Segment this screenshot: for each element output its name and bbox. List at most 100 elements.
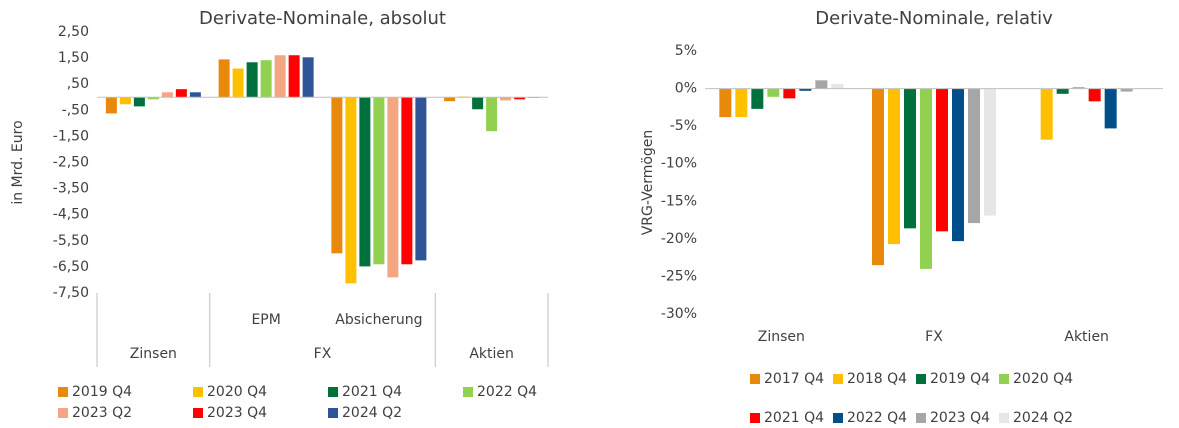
y-tick-label: -15% — [661, 193, 697, 209]
bar — [373, 97, 385, 265]
legend-swatch — [750, 374, 760, 384]
bar — [246, 62, 258, 98]
bar — [232, 68, 244, 98]
y-tick-label: -2,50 — [53, 155, 89, 171]
bar — [218, 59, 230, 98]
bar — [345, 97, 357, 284]
bar — [888, 88, 900, 245]
bar — [147, 97, 159, 100]
bar — [189, 92, 201, 98]
bar — [161, 92, 173, 98]
bar — [735, 88, 748, 118]
legend-label: 2023 Q4 — [930, 410, 990, 426]
y-axis-label: VRG-Vermögen — [640, 130, 656, 236]
bar — [401, 97, 413, 265]
y-tick-label: -5,50 — [53, 233, 89, 249]
bar — [387, 97, 399, 278]
bar — [968, 88, 980, 224]
bar — [1088, 88, 1101, 102]
legend-swatch — [999, 374, 1009, 384]
legend-swatch — [916, 374, 926, 384]
bar — [904, 88, 916, 229]
legend-swatch — [750, 413, 760, 423]
bar — [274, 55, 286, 98]
y-tick-label: 0% — [675, 81, 697, 97]
bar — [952, 88, 964, 242]
bar — [1040, 88, 1053, 140]
bar — [500, 97, 512, 101]
legend-swatch — [463, 387, 473, 397]
bar — [175, 89, 187, 98]
bar — [799, 88, 812, 91]
y-tick-label: 1,50 — [58, 50, 89, 66]
y-tick-label: 5% — [675, 43, 697, 59]
legend-label: 2019 Q4 — [72, 384, 132, 400]
bar — [415, 97, 427, 261]
legend-swatch — [328, 408, 338, 418]
x-tick-label: Zinsen — [758, 329, 805, 345]
bar — [302, 57, 314, 98]
legend-label: 2020 Q4 — [207, 384, 267, 400]
y-axis-label: in Mrd. Euro — [10, 120, 26, 204]
legend-swatch — [999, 413, 1009, 423]
legend-label: 2020 Q4 — [1013, 371, 1073, 387]
bar — [1120, 88, 1133, 92]
y-tick-label: -20% — [661, 231, 697, 247]
bar — [936, 88, 948, 232]
bar — [719, 88, 732, 118]
legend-swatch — [916, 413, 926, 423]
bar — [331, 97, 343, 254]
y-tick-label: -5% — [670, 118, 697, 134]
chart-title: Derivate-Nominale, relativ — [815, 8, 1053, 29]
x-tick-label: Aktien — [1064, 329, 1109, 345]
y-tick-label: -6,50 — [53, 259, 89, 275]
bar — [288, 55, 300, 98]
bar — [1104, 88, 1117, 129]
legend-label: 2023 Q4 — [207, 405, 267, 421]
legend-swatch — [58, 408, 68, 418]
legend-swatch — [193, 387, 203, 397]
legend-label: 2017 Q4 — [764, 371, 824, 387]
y-tick-label: -10% — [661, 156, 697, 172]
bar — [444, 97, 456, 102]
y-tick-label: -,50 — [62, 102, 89, 118]
bar — [486, 97, 498, 132]
y-tick-label: -4,50 — [53, 207, 89, 223]
legend-label: 2019 Q4 — [930, 371, 990, 387]
bar — [472, 97, 484, 110]
y-tick-label: -30% — [661, 306, 697, 322]
group-label: Zinsen — [130, 346, 177, 362]
legend-label: 2024 Q2 — [1013, 410, 1073, 426]
bar — [359, 97, 371, 267]
legend-label: 2018 Q4 — [847, 371, 907, 387]
legend-label: 2024 Q2 — [342, 405, 402, 421]
legend-label: 2023 Q2 — [72, 405, 132, 421]
legend-label: 2022 Q4 — [847, 410, 907, 426]
bar — [1072, 87, 1085, 89]
legend-swatch — [328, 387, 338, 397]
x-tick-label: FX — [925, 329, 943, 345]
y-tick-label: ,50 — [67, 76, 89, 92]
y-tick-label: -1,50 — [53, 128, 89, 144]
legend-label: 2021 Q4 — [764, 410, 824, 426]
bar — [984, 88, 996, 216]
bar — [783, 88, 796, 99]
bar — [751, 88, 764, 109]
legend-swatch — [833, 374, 843, 384]
x-tick-label: Absicherung — [335, 312, 422, 328]
bar — [1056, 88, 1069, 94]
y-tick-label: -25% — [661, 268, 697, 284]
group-label: FX — [314, 346, 332, 362]
group-label: Aktien — [469, 346, 514, 362]
bar — [514, 97, 526, 100]
legend-swatch — [58, 387, 68, 397]
bar — [920, 88, 932, 269]
bar — [119, 97, 131, 105]
legend-swatch — [833, 413, 843, 423]
bar — [831, 84, 844, 89]
y-tick-label: 2,50 — [58, 24, 89, 40]
chart-title: Derivate-Nominale, absolut — [199, 8, 446, 29]
legend-label: 2021 Q4 — [342, 384, 402, 400]
